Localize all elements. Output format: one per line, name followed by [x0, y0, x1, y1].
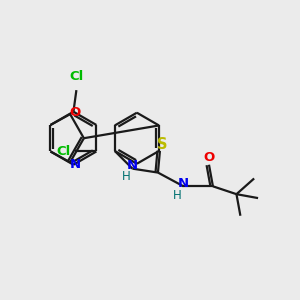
Text: S: S: [157, 136, 167, 152]
Text: N: N: [70, 158, 81, 171]
Text: N: N: [127, 159, 138, 172]
Text: O: O: [203, 152, 214, 164]
Text: Cl: Cl: [57, 145, 71, 158]
Text: H: H: [173, 189, 182, 202]
Text: O: O: [69, 106, 81, 119]
Text: H: H: [122, 170, 131, 183]
Text: Cl: Cl: [69, 70, 83, 83]
Text: N: N: [178, 177, 189, 190]
